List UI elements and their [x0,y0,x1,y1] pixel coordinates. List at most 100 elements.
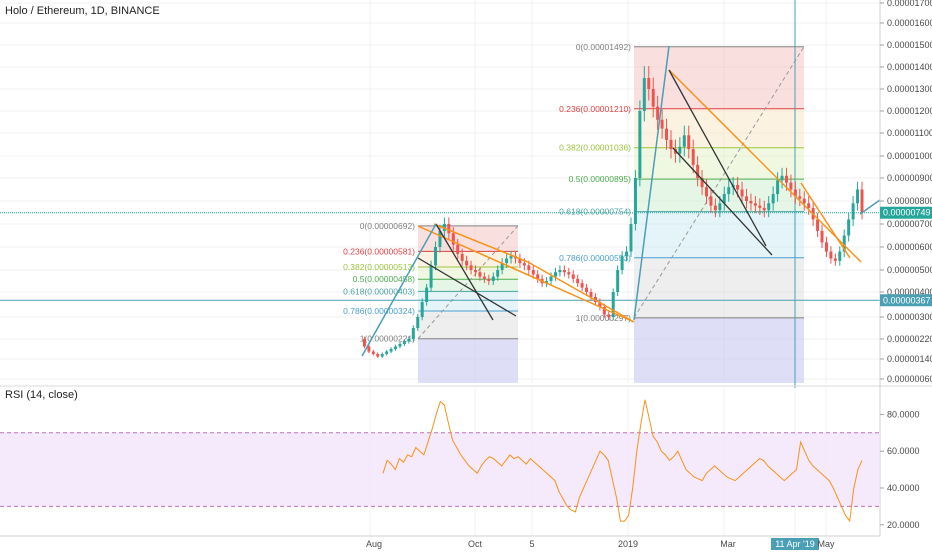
trend-arrow [633,45,670,321]
fib-left-level-label: 0.236(0.00000581) [343,246,415,256]
candle-body [656,106,660,120]
pattern-line [672,147,773,256]
y-tick-label: 0.00000800 [887,196,932,206]
candle-body [829,251,833,259]
candle-body [451,233,455,245]
time-axis[interactable]: Aug Oct 5 2019 Mar 11 Apr '19 May [0,535,880,550]
fib-left-zone [418,291,518,311]
y-tick-label: 0.00001000 [887,151,932,161]
y-tick-label: 0.00000220 [887,334,932,344]
fib-left-level-label: 0.382(0.00000513) [343,262,415,272]
candle-body [385,351,389,354]
candle-body [558,270,562,273]
candle-body [620,256,624,270]
fib-right-level-label: 1(0.00000297) [576,313,631,323]
y-tick-label: 0.00000900 [887,173,932,183]
x-tick-label: Aug [366,539,382,549]
y-tick-label: 0.00000700 [887,219,932,229]
candle-body [474,270,478,273]
candle-body [460,253,464,261]
candle-body [411,328,415,339]
candle-body [691,149,695,165]
candle-body [682,135,686,147]
current-price-badge [880,206,932,219]
fib-left-level-label: 0.786(0.00000324) [343,306,415,316]
date-badge [771,538,819,550]
candle-body [371,351,375,354]
candle-body [571,274,575,279]
chart-title: Holo / Ethereum, 1D, BINANCE [5,5,160,17]
candle-body [780,175,784,181]
y-tick-label: 0.00000600 [887,242,932,252]
candle-body [447,224,451,234]
x-tick-label: Mar [720,539,736,549]
candle-body [678,146,682,154]
candle-body [638,111,642,178]
candle-body [402,341,406,344]
candle-body [642,78,646,111]
candle-body [713,205,717,211]
candle-body [744,196,748,201]
candle-body [522,263,526,266]
trend-arrow [859,199,881,215]
fib-right-level-label: 0.786(0.00000553) [559,253,631,263]
candle-body [434,247,438,266]
y-tick-label: 0.00001100 [887,128,932,138]
rsi-line [382,399,863,523]
fib-right-zone [634,46,804,109]
fib-left-level-label: 1(0.00000221) [360,334,415,344]
candle-body [758,205,762,208]
candle-body [807,203,811,208]
candle-body [545,281,549,284]
y-tick-label: 0.00001300 [887,84,932,94]
rsi-tick-label: 80.0000 [887,409,920,419]
rsi-label: RSI (14, close) [5,389,78,401]
main-plot: 0(0.00000692) 0.236(0.00000581) 0.382(0.00… [0,0,932,536]
x-tick-label: May [817,539,835,549]
fib-right-level-label: 0.618(0.00000754) [559,207,631,217]
y-tick-label: 0.00001200 [887,106,932,116]
candle-body [416,317,420,328]
candle-body [425,287,429,302]
fib-left-level-label: 0.5(0.00000458) [353,274,416,284]
fib-right-level-label: 0.382(0.00001036) [559,143,631,153]
rsi-tick-label: 40.0000 [887,483,920,493]
candle-body [438,230,442,247]
candle-body [665,128,669,140]
candle-body [580,283,584,288]
y-tick-label: 0.00000300 [887,312,932,322]
candle-body [647,78,651,89]
horizontal-line-badge [880,294,932,307]
fib-right-level-label: 0(0.00001492) [576,42,631,52]
fib-right-zone [634,147,804,180]
pattern-line [417,257,517,317]
y-tick-label: 0.00000140 [887,354,932,364]
candle-body [776,180,780,195]
candle-body [629,224,633,252]
candle-body [625,251,629,257]
x-tick-label: 5 [529,539,534,549]
fib-right-level-label: 0.236(0.00001210) [559,104,631,114]
candle-body [394,346,398,349]
candle-body [465,260,469,266]
candle-body [851,203,855,220]
candle-body [616,270,620,292]
candle-body [784,175,788,183]
fib-left-zone [418,311,518,339]
candle-body [505,258,509,264]
rsi-plot: 80.0000 60.0000 40.0000 20.0000 [0,388,920,536]
candle-body [669,139,673,150]
candle-body [793,189,797,197]
rsi-tick-label: 20.0000 [887,520,920,530]
fib-right-trend [633,46,805,319]
trend-line [800,182,851,259]
y-tick-label: 0.00001500 [887,40,932,50]
candle-body [398,344,402,347]
rsi-band [0,432,880,507]
candle-body [553,272,557,277]
y-tick-label: 0.00000060 [887,374,932,384]
fib-left-level-label: 0(0.00000692) [360,221,415,231]
candle-body [389,349,393,352]
